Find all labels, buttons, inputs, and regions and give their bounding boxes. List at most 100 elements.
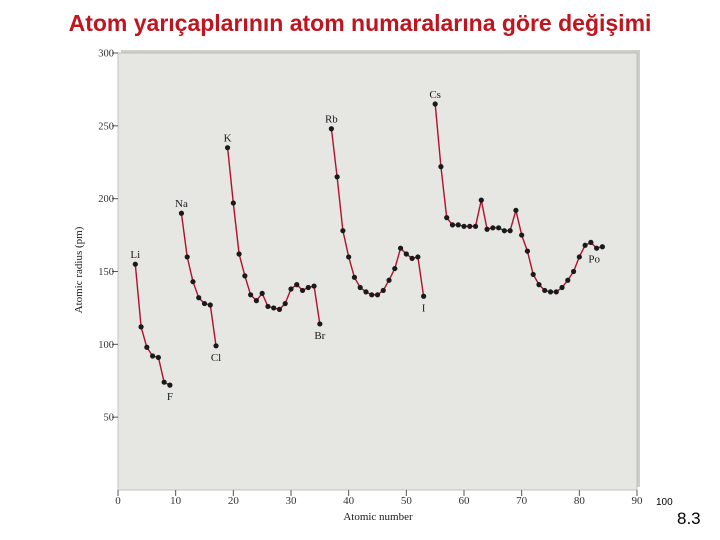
x-tick-label: 10 [170,495,182,507]
x-tick-label: 80 [574,495,586,507]
data-point [570,268,577,275]
data-point [449,222,456,228]
data-point [248,292,254,298]
data-point [155,354,161,361]
data-point [403,251,409,257]
data-point [461,223,467,229]
data-point [559,284,565,291]
slide-number: 8.3 [677,509,701,528]
data-point [484,226,490,232]
data-point [138,324,144,330]
data-point [397,245,404,251]
y-axis-label: Atomic radius (pm) [73,226,85,313]
data-point [553,289,559,295]
data-point [565,277,571,283]
data-point [409,255,415,261]
data-point [357,284,363,291]
y-tick-label: 300 [98,49,114,60]
x-tick-label: 40 [343,495,355,507]
slide-title: Atom yarıçaplarının atom numaralarına gö… [68,10,652,36]
data-point [455,222,461,228]
x-tick-label: 50 [401,495,413,507]
data-point [519,232,525,238]
data-point [167,382,173,388]
element-label: I [422,302,426,314]
data-point [438,164,444,170]
data-point [201,300,208,307]
element-label: Rb [325,114,338,126]
data-point [340,228,346,234]
data-point [294,282,300,288]
data-point [582,242,588,248]
data-point [230,200,236,206]
x-tick-label: 70 [516,495,528,507]
data-point [524,248,531,254]
data-point [265,303,271,310]
data-point [242,273,248,279]
data-point [150,353,156,359]
element-label: Li [130,249,140,261]
y-tick-label: 50 [104,413,115,424]
element-label: Cs [429,89,441,101]
data-point [259,290,265,296]
data-point [282,300,288,307]
data-point [311,283,317,289]
data-point [363,289,369,295]
data-point [369,292,375,298]
element-label: Po [588,254,600,266]
element-label: Cl [211,352,221,364]
data-point [236,251,242,257]
y-tick-label: 100 [98,340,114,351]
data-point [478,197,484,203]
x-tick-label: 30 [286,495,298,507]
data-point [392,265,398,272]
data-point [374,292,381,298]
data-point [207,302,213,308]
data-point [288,286,294,292]
data-point [213,343,219,349]
data-point [317,321,323,327]
data-point [467,223,473,229]
element-label: Br [314,330,325,342]
data-point [224,145,231,151]
y-tick-label: 250 [98,121,114,132]
plot-area [117,52,638,491]
x-tick-label: 0 [115,495,121,507]
data-point [196,295,202,301]
corner-label: 100 [656,497,673,508]
data-point [530,271,536,278]
data-point [144,344,150,350]
x-tick-label: 20 [228,495,240,507]
x-tick-label: 90 [632,495,644,507]
data-point [190,279,196,285]
data-point [271,305,277,311]
y-tick-label: 150 [98,267,114,278]
data-point [501,228,507,234]
data-point [599,244,606,250]
element-label: K [224,133,232,145]
x-axis-label: Atomic number [343,511,413,523]
data-point [351,274,358,280]
data-point [346,254,352,260]
data-point [576,254,582,260]
data-point [421,293,427,299]
data-point [594,245,600,251]
data-point [536,282,542,288]
data-point [496,225,502,231]
data-point [380,287,386,294]
y-tick-label: 200 [98,194,114,205]
data-point [328,126,334,132]
data-point [588,239,594,245]
data-point [184,254,190,260]
data-point [253,298,259,304]
data-point [178,210,185,216]
data-point [507,228,513,234]
data-point [432,101,438,107]
data-point [490,225,496,231]
data-point [386,277,392,283]
data-point [161,379,167,385]
data-point [444,215,450,221]
data-point [547,289,554,295]
data-point [276,306,283,312]
